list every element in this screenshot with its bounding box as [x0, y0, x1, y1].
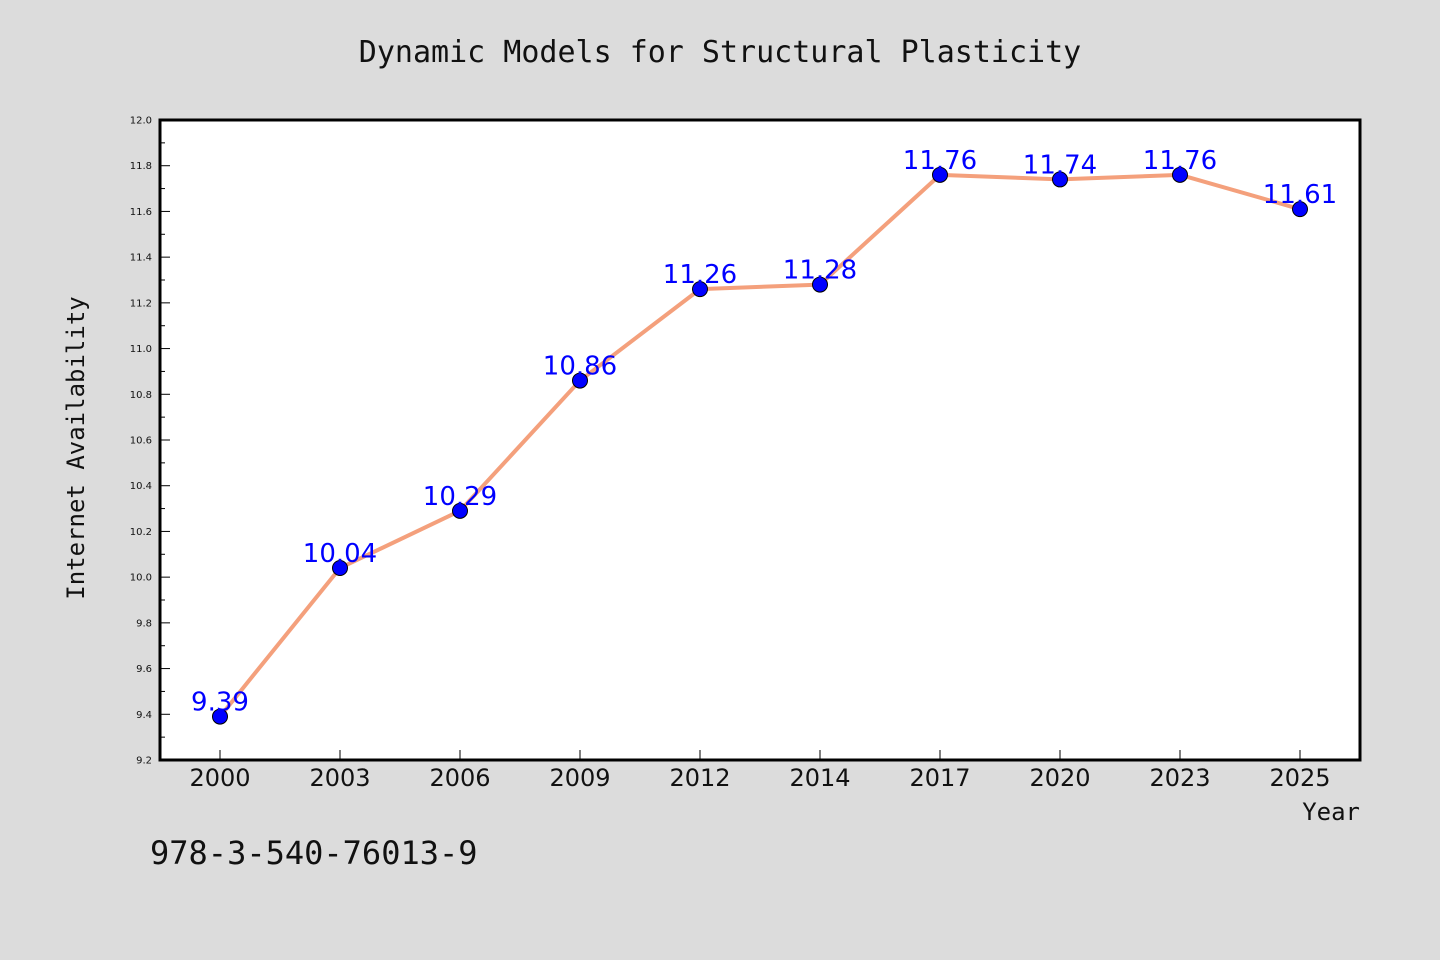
data-point [452, 502, 468, 519]
y-tick-label: 12.0 [130, 116, 152, 127]
y-axis-title: Internet Availability [62, 296, 90, 599]
x-tick-label: 2023 [1149, 764, 1210, 792]
series-line-group [218, 172, 1302, 719]
data-point [812, 276, 828, 293]
plot-area [160, 120, 1360, 760]
y-tick-label: 9.4 [136, 710, 152, 721]
data-label: 11.26 [663, 260, 737, 290]
x-tick-label: 2003 [309, 764, 370, 792]
data-point [212, 708, 228, 725]
x-axis: 2000 2003 2006 2009 2012 2014 2017 2020 2023 2025 [189, 750, 1331, 792]
y-tick-label: 10.6 [130, 436, 152, 447]
y-tick-label: 11.4 [130, 253, 152, 264]
data-labels: 9.39 10.04 10.29 10.86 11.26 11.28 11.76 11.74 1… [191, 146, 1337, 718]
y-tick-label: 11.8 [130, 161, 152, 172]
y-tick-label: 11.6 [130, 207, 152, 218]
y-tick-label: 10.4 [130, 481, 152, 492]
x-tick-label: 2012 [669, 764, 730, 792]
x-tick-label: 2025 [1269, 764, 1330, 792]
data-point [1292, 201, 1308, 218]
data-point [1172, 166, 1188, 183]
footer-id: 978-3-540-76013-9 [150, 834, 478, 872]
data-label: 11.74 [1023, 150, 1097, 180]
y-tick-label: 9.8 [136, 618, 152, 629]
data-label: 10.29 [423, 482, 497, 512]
data-label: 10.04 [303, 539, 377, 569]
data-points [212, 166, 1308, 725]
data-point [692, 281, 708, 298]
data-label: 11.76 [1143, 146, 1217, 176]
data-point [572, 372, 588, 389]
x-tick-label: 2000 [189, 764, 250, 792]
x-axis-title: Year [1302, 798, 1360, 826]
data-point [1052, 171, 1068, 188]
x-tick-label: 2009 [549, 764, 610, 792]
series-line [218, 172, 1302, 719]
y-tick-label: 9.2 [136, 756, 152, 767]
y-tick-label: 11.2 [130, 298, 152, 309]
y-axis: 9.2 9.4 9.6 9.8 10.0 10.2 10.4 10.6 10.8 11.0 11.2… [130, 116, 170, 767]
x-tick-label: 2017 [909, 764, 970, 792]
y-tick-label: 10.8 [130, 390, 152, 401]
plot-frame [158, 118, 1362, 762]
x-tick-label: 2014 [789, 764, 850, 792]
y-tick-label: 9.6 [136, 664, 152, 675]
y-tick-label: 10.0 [130, 573, 152, 584]
y-tick-label: 11.0 [130, 344, 152, 355]
y-tick-label: 10.2 [130, 527, 152, 538]
data-label: 11.76 [903, 146, 977, 176]
data-label: 11.28 [783, 256, 857, 286]
data-point [932, 166, 948, 183]
data-label: 9.39 [191, 688, 249, 718]
x-tick-label: 2006 [429, 764, 490, 792]
data-label: 10.86 [543, 352, 617, 382]
x-tick-label: 2020 [1029, 764, 1090, 792]
data-point [332, 560, 348, 576]
data-label: 11.61 [1263, 180, 1337, 210]
chart-title: Dynamic Models for Structural Plasticity [359, 35, 1081, 70]
